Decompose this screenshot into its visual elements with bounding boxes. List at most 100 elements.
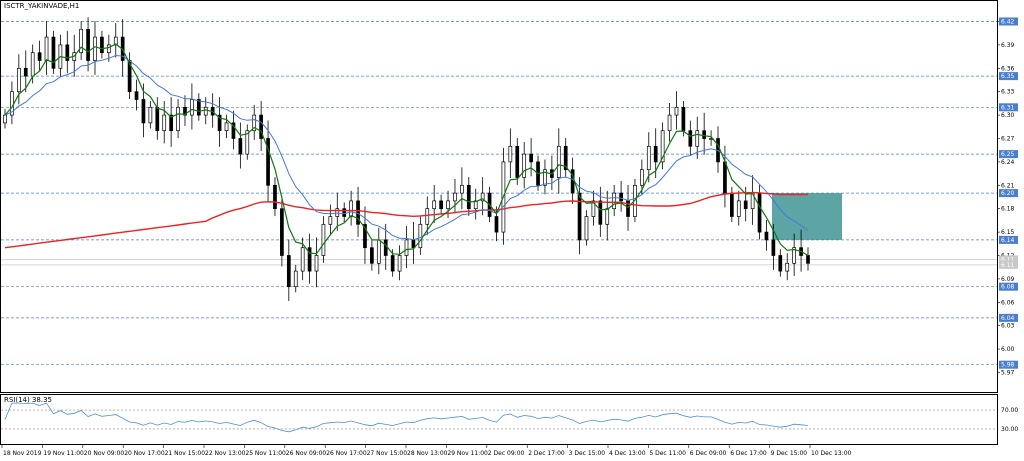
price-level-badge xyxy=(999,17,1018,26)
candle-body xyxy=(667,114,672,132)
price-axis: 6.42 6.39 6.36 6.33 6.30 6.27 6.24 6.21 6.18 6.15… xyxy=(997,17,1018,377)
candle-body xyxy=(556,145,561,178)
current-price-badge xyxy=(999,260,1018,269)
candle-body xyxy=(543,169,547,186)
price-level-badge xyxy=(999,189,1018,198)
x-tick-label: 2 Dec 17:00 xyxy=(528,450,565,457)
candle-body xyxy=(432,200,437,210)
candle-body xyxy=(65,44,70,61)
candle-body xyxy=(86,28,90,61)
candle-body xyxy=(605,208,610,225)
y-tick-label: 6.36 xyxy=(1001,65,1015,72)
candle-body xyxy=(792,247,797,264)
y-tick-label: 6.33 xyxy=(1001,89,1015,96)
price-level-label: 6.08 xyxy=(1001,284,1015,291)
current-price-label: 6.11 xyxy=(1001,256,1015,263)
candle-body xyxy=(466,184,471,210)
candle-body xyxy=(702,130,707,139)
candle-body xyxy=(383,239,388,256)
candle-body xyxy=(674,106,679,116)
candle-body xyxy=(480,192,485,202)
candle-body xyxy=(286,255,291,288)
candle-body xyxy=(79,28,83,54)
candle-body xyxy=(363,223,367,249)
price-level-label: 6.25 xyxy=(1001,151,1015,158)
candle-body xyxy=(688,130,693,147)
candle-body xyxy=(730,192,734,217)
candle-body xyxy=(307,247,312,272)
candle-body xyxy=(778,255,783,272)
candle-body xyxy=(16,67,21,93)
x-tick-label: 26 Nov 17:00 xyxy=(326,450,367,457)
candle-body xyxy=(51,36,56,69)
candle-body xyxy=(356,200,360,225)
candle-body xyxy=(598,200,603,225)
rsi-label: RSI(14) 38.35 xyxy=(4,396,52,404)
candle-body xyxy=(695,130,700,147)
x-tick-label: 22 Nov 13:00 xyxy=(205,450,246,457)
x-tick-label: 20 Nov 09:00 xyxy=(84,450,125,457)
price-level-label: 5.98 xyxy=(1001,362,1015,369)
x-tick-label: 3 Dec 15:00 xyxy=(569,450,606,457)
candle-body xyxy=(30,52,35,77)
candle-body xyxy=(446,200,450,210)
candle-body xyxy=(764,231,769,241)
x-tick-label: 20 Nov 17:00 xyxy=(124,450,165,457)
price-level-label: 6.04 xyxy=(1001,315,1015,322)
y-tick-label: 6.39 xyxy=(1001,42,1015,49)
candle-body xyxy=(563,145,568,171)
ma-fast-line xyxy=(4,43,809,256)
candle-body xyxy=(155,106,160,132)
candle-body xyxy=(93,36,97,61)
price-level-label: 6.31 xyxy=(1001,104,1015,111)
x-tick-label: 5 Dec 11:00 xyxy=(649,450,686,457)
candle-body xyxy=(404,239,409,256)
candle-body xyxy=(224,122,229,132)
main-panel xyxy=(0,0,998,393)
ma-slow-line xyxy=(4,191,809,249)
ma-medium-line xyxy=(4,54,809,241)
price-level-badge xyxy=(999,150,1018,159)
candle-body xyxy=(280,208,284,256)
x-tick-label: 21 Nov 15:00 xyxy=(165,450,206,457)
price-level-label: 6.42 xyxy=(1001,19,1015,26)
price-level-lines xyxy=(1,21,997,366)
candle-body xyxy=(293,270,298,288)
candle-body xyxy=(37,52,42,61)
candle-body xyxy=(806,255,810,264)
candle-body xyxy=(439,200,443,210)
price-level-badge xyxy=(999,235,1018,244)
candle-body xyxy=(584,216,589,241)
candle-body xyxy=(757,192,762,233)
candle-body xyxy=(370,247,374,264)
candle-body xyxy=(646,145,651,171)
candle-body xyxy=(529,153,533,163)
x-tick-label: 25 Nov 11:00 xyxy=(245,450,286,457)
candle-body xyxy=(106,44,111,54)
candle-body xyxy=(612,192,617,210)
y-tick-label: 6.09 xyxy=(1001,276,1015,283)
price-level-badge xyxy=(999,313,1018,322)
x-tick-label: 19 Nov 11:00 xyxy=(43,450,84,457)
x-tick-label: 29 Nov 11:00 xyxy=(447,450,488,457)
candle-body xyxy=(217,114,222,132)
candle-body xyxy=(314,255,319,272)
candle-body xyxy=(113,36,118,46)
candle-body xyxy=(44,36,49,61)
candle-body xyxy=(231,122,236,139)
candle-body xyxy=(785,262,790,272)
candle-body xyxy=(473,200,478,210)
price-level-badge xyxy=(999,360,1018,369)
candle-body xyxy=(203,106,208,116)
candle-body xyxy=(148,106,153,124)
price-level-label: 6.14 xyxy=(1001,237,1015,244)
candle-body xyxy=(653,145,658,163)
candle-body xyxy=(460,184,464,194)
candle-body xyxy=(591,200,596,217)
zone-box xyxy=(772,193,842,240)
candle-body xyxy=(300,247,305,272)
candle-body xyxy=(196,99,201,116)
candle-body xyxy=(411,239,416,249)
candle-body xyxy=(342,208,347,217)
